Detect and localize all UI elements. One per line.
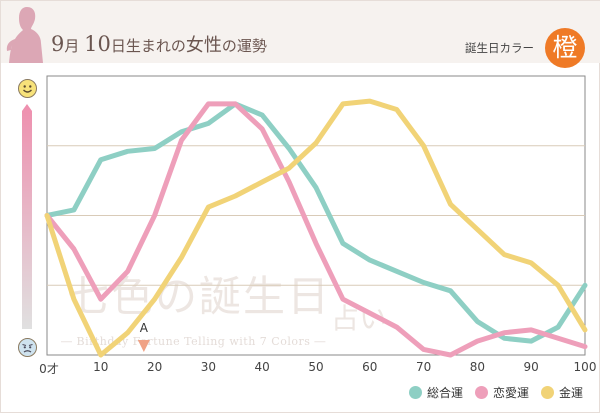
birth-color-label: 誕生日カラー (465, 41, 534, 55)
x-tick-label: 90 (523, 360, 539, 374)
title-suffix: の運勢 (221, 37, 267, 55)
worried-face-icon (18, 338, 37, 357)
legend-label: 金運 (558, 386, 583, 400)
x-tick-label: 100 (573, 360, 597, 374)
x-tick-label: 10 (93, 360, 109, 374)
x-tick-label: 0才 (39, 362, 59, 376)
x-tick-label: 70 (415, 360, 432, 374)
header-bar: 9月 10日生まれの女性の運勢 誕生日カラー (1, 1, 600, 63)
series-line-0 (44, 101, 588, 344)
legend-swatch (474, 386, 488, 399)
page-title: 9月 10日生まれの女性の運勢 (51, 34, 267, 56)
legend-item: 総合運 (408, 384, 463, 401)
title-month-unit: 月 (64, 37, 80, 55)
legend-swatch (540, 386, 554, 399)
title-subject: 女性 (185, 35, 222, 56)
smiling-face-icon (18, 79, 37, 98)
legend-item: 金運 (540, 384, 583, 401)
fortune-scale-bar (22, 104, 32, 329)
x-tick-label: 40 (254, 360, 270, 374)
series-line-1 (44, 101, 588, 358)
legend-swatch (408, 386, 422, 399)
woman-silhouette-icon (6, 7, 43, 63)
x-tick-label: 20 (146, 360, 163, 374)
title-day: 10 (84, 32, 111, 56)
legend-label: 恋愛運 (492, 386, 529, 400)
x-tick-label: 30 (200, 360, 217, 374)
birth-color-badge: 橙 (545, 28, 585, 68)
chart-legend: 総合運 恋愛運 金運 (408, 384, 583, 401)
x-tick-label: 60 (362, 360, 378, 374)
age-marker-triangle (137, 340, 150, 352)
legend-item: 恋愛運 (474, 384, 529, 401)
title-day-unit: 日生まれの (110, 37, 186, 55)
x-tick-label: 50 (308, 360, 324, 374)
series-line-2 (44, 98, 588, 358)
legend-label: 総合運 (426, 386, 463, 400)
marker-label: A (139, 321, 148, 335)
watermark-title: 七色の誕生日 (67, 272, 332, 321)
x-tick-label: 80 (469, 360, 486, 374)
watermark-tagline: ― Birthday Fortune Telling with 7 Colors… (61, 335, 326, 348)
title-month: 9 (51, 32, 65, 56)
